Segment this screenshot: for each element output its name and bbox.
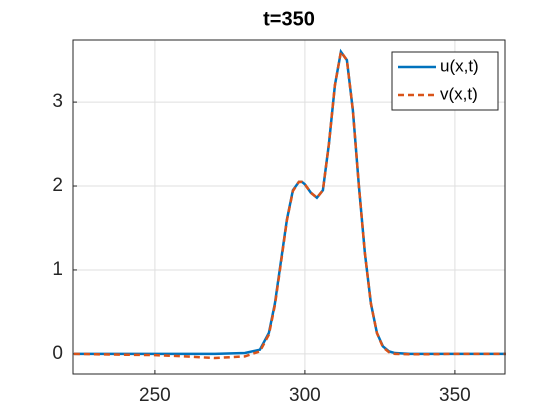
x-tick-label: 350 — [439, 385, 471, 406]
y-tick-label: 1 — [52, 259, 63, 280]
y-tick-label: 3 — [52, 91, 63, 112]
data-line — [73, 48, 506, 356]
x-tick-label: 250 — [139, 385, 171, 406]
y-tick-label: 2 — [52, 175, 63, 196]
y-tick-label: 0 — [52, 343, 63, 364]
data-line — [73, 48, 506, 360]
axes-box — [72, 39, 506, 375]
legend-label: v(x,t) — [440, 84, 478, 103]
chart-title: t=350 — [263, 8, 315, 30]
x-tick-label: 300 — [289, 385, 321, 406]
legend-label: u(x,t) — [440, 56, 479, 75]
legend-box — [391, 51, 499, 111]
